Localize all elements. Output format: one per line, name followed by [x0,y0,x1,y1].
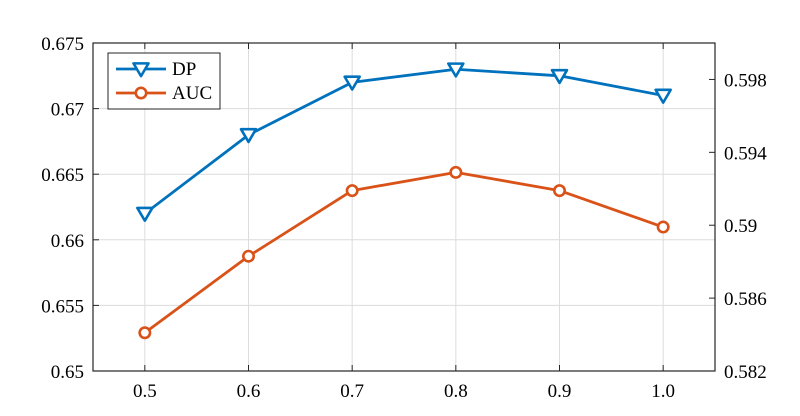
legend-item-auc: AUC [116,83,212,104]
y-right-tick-label: 0.586 [724,289,767,310]
data-point-auc [552,184,566,198]
series-auc [138,165,670,340]
x-tick-label: 0.7 [340,381,364,402]
y-left-tick-label: 0.65 [51,362,84,383]
legend-item-dp: DP [116,59,196,80]
axes: 0.5 0.6 0.7 0.8 0.9 1.0 0.65 0.655 0.66 0.665 0.67… [41,34,767,402]
data-point-auc [656,220,670,234]
legend-label-auc: AUC [172,83,212,104]
y-right-tick-label: 0.582 [724,362,767,383]
series-line-auc [144,170,664,334]
data-point-auc [449,165,463,179]
legend-box [107,52,221,110]
legend-label-dp: DP [172,59,196,80]
y-left-tick-label: 0.665 [41,165,84,186]
x-tick-label: 0.6 [237,381,261,402]
y-left-tick-label: 0.66 [51,231,84,252]
series-dp [136,62,672,222]
data-point-dp [136,206,154,222]
data-point-dp [447,62,465,78]
x-tick-label: 0.5 [133,381,157,402]
legend: DP AUC [107,52,221,110]
x-tick-label: 1.0 [651,381,675,402]
data-point-dp [654,88,672,104]
data-point-dp [239,127,258,144]
y-right-tick-label: 0.59 [724,216,757,237]
data-point-dp [343,75,361,91]
legend-marker-auc [134,86,148,100]
y-right-tick-label: 0.594 [724,143,767,164]
legend-marker-dp [132,62,150,78]
series-line-dp [143,67,664,215]
y-right-tick-label: 0.598 [724,70,767,91]
data-point-auc [138,326,152,340]
x-tick-label: 0.8 [444,381,468,402]
y-left-tick-label: 0.655 [41,296,84,317]
data-point-auc [242,249,256,263]
x-tick-label: 0.9 [548,381,572,402]
y-left-tick-label: 0.675 [41,34,84,55]
series-layer [136,62,672,340]
plot-frame [92,42,716,372]
y-left-tick-label: 0.67 [51,100,84,121]
data-point-auc [345,184,359,198]
data-point-dp [550,68,569,85]
